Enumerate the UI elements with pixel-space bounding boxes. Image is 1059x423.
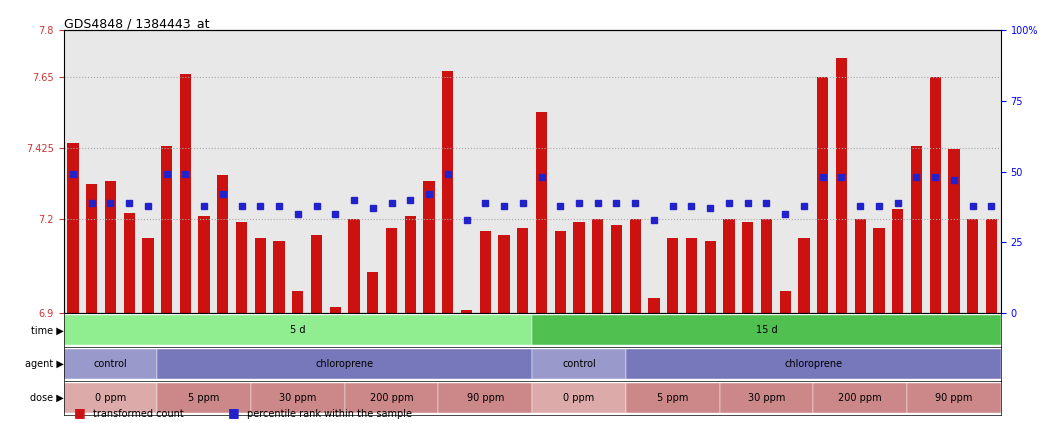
Bar: [779, 291, 791, 313]
Text: chloroprene: chloroprene: [785, 359, 842, 369]
Bar: [533, 382, 626, 413]
Bar: [611, 225, 622, 313]
Text: ■: ■: [74, 406, 86, 419]
Bar: [345, 382, 438, 413]
Text: dose ▶: dose ▶: [30, 393, 64, 403]
Bar: [311, 235, 322, 313]
Text: 5 d: 5 d: [290, 325, 306, 335]
Bar: [836, 58, 847, 313]
Bar: [723, 219, 735, 313]
Text: ■: ■: [228, 406, 239, 419]
Bar: [798, 238, 809, 313]
Bar: [105, 181, 116, 313]
Text: 5 ppm: 5 ppm: [189, 393, 220, 403]
Bar: [158, 382, 251, 413]
Bar: [329, 307, 341, 313]
Bar: [124, 212, 134, 313]
Bar: [573, 222, 585, 313]
Bar: [461, 310, 472, 313]
Bar: [930, 77, 940, 313]
Bar: [64, 315, 533, 346]
Bar: [533, 349, 626, 379]
Bar: [236, 222, 247, 313]
Bar: [742, 222, 753, 313]
Bar: [180, 74, 191, 313]
Bar: [217, 175, 229, 313]
Bar: [443, 71, 453, 313]
Bar: [626, 382, 720, 413]
Text: 30 ppm: 30 ppm: [748, 393, 785, 403]
Bar: [348, 219, 360, 313]
Bar: [813, 382, 908, 413]
Bar: [533, 315, 1001, 346]
Text: agent ▶: agent ▶: [24, 359, 64, 369]
Bar: [480, 231, 491, 313]
Bar: [720, 382, 813, 413]
Text: time ▶: time ▶: [31, 325, 64, 335]
Bar: [911, 146, 922, 313]
Bar: [908, 382, 1001, 413]
Bar: [874, 228, 884, 313]
Bar: [251, 382, 345, 413]
Text: 0 ppm: 0 ppm: [563, 393, 595, 403]
Bar: [948, 149, 959, 313]
Bar: [438, 382, 533, 413]
Bar: [686, 238, 697, 313]
Bar: [292, 291, 304, 313]
Bar: [892, 209, 903, 313]
Text: control: control: [93, 359, 127, 369]
Text: 90 ppm: 90 ppm: [467, 393, 504, 403]
Text: 90 ppm: 90 ppm: [935, 393, 972, 403]
Bar: [704, 241, 716, 313]
Bar: [68, 143, 78, 313]
Bar: [855, 219, 866, 313]
Bar: [967, 219, 979, 313]
Bar: [648, 298, 660, 313]
Bar: [86, 184, 97, 313]
Text: 0 ppm: 0 ppm: [94, 393, 126, 403]
Bar: [760, 219, 772, 313]
Bar: [555, 231, 566, 313]
Bar: [517, 228, 528, 313]
Bar: [273, 241, 285, 313]
Bar: [818, 77, 828, 313]
Bar: [536, 112, 548, 313]
Text: control: control: [562, 359, 596, 369]
Text: GDS4848 / 1384443_at: GDS4848 / 1384443_at: [64, 16, 209, 30]
Bar: [64, 382, 158, 413]
Text: transformed count: transformed count: [93, 409, 184, 419]
Text: 15 d: 15 d: [756, 325, 777, 335]
Text: 5 ppm: 5 ppm: [657, 393, 688, 403]
Bar: [405, 216, 416, 313]
Bar: [158, 349, 533, 379]
Bar: [667, 238, 679, 313]
Bar: [630, 219, 641, 313]
Bar: [367, 272, 378, 313]
Text: percentile rank within the sample: percentile rank within the sample: [247, 409, 412, 419]
Text: 200 ppm: 200 ppm: [839, 393, 882, 403]
Bar: [198, 216, 210, 313]
Bar: [626, 349, 1001, 379]
Bar: [255, 238, 266, 313]
Text: 30 ppm: 30 ppm: [280, 393, 317, 403]
Bar: [64, 349, 158, 379]
Bar: [142, 238, 154, 313]
Text: 200 ppm: 200 ppm: [370, 393, 413, 403]
Bar: [592, 219, 604, 313]
Bar: [161, 146, 173, 313]
Bar: [499, 235, 509, 313]
Bar: [986, 219, 997, 313]
Bar: [424, 181, 434, 313]
Text: chloroprene: chloroprene: [316, 359, 374, 369]
Bar: [385, 228, 397, 313]
